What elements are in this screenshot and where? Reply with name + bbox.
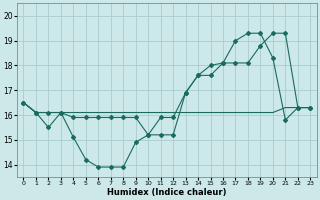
X-axis label: Humidex (Indice chaleur): Humidex (Indice chaleur) — [107, 188, 227, 197]
